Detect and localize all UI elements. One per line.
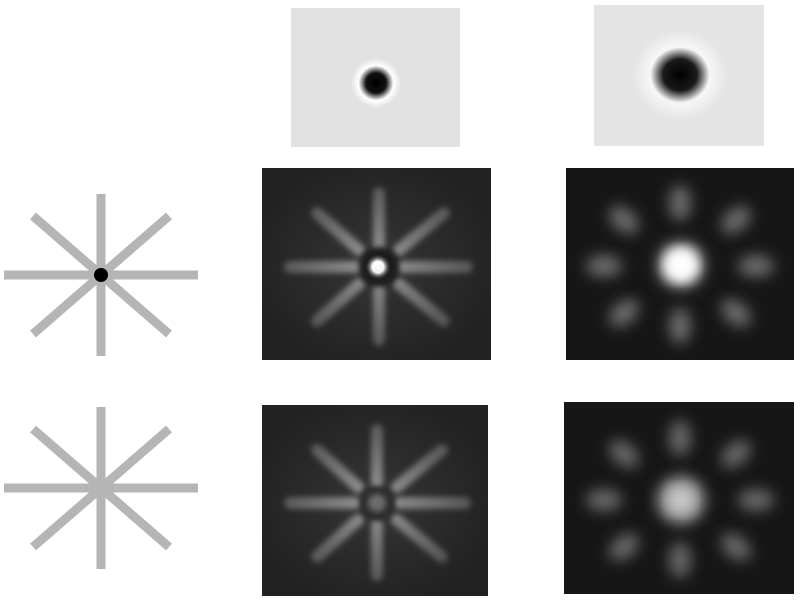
kernel-center-dot bbox=[351, 58, 401, 108]
small-kernel-panel bbox=[291, 8, 460, 147]
response-image-2 bbox=[566, 168, 794, 360]
response-large-kernel-dark-center bbox=[566, 168, 794, 360]
blur-lobe bbox=[669, 185, 691, 221]
star-dark-center-image bbox=[0, 190, 205, 360]
small-kernel-image bbox=[291, 8, 460, 147]
kernel-center-blob bbox=[632, 30, 728, 120]
blur-lobe bbox=[669, 308, 691, 344]
input-star-dark-center bbox=[0, 190, 205, 360]
center-dot bbox=[94, 268, 108, 282]
mid-core bbox=[669, 488, 693, 512]
response-image-4 bbox=[564, 402, 794, 594]
response-large-kernel-plain bbox=[564, 402, 794, 594]
star-plain-image bbox=[0, 403, 205, 573]
blur-lobe bbox=[738, 489, 774, 511]
response-small-kernel-dark-center bbox=[262, 168, 491, 360]
response-small-kernel-plain bbox=[262, 405, 488, 596]
blur-lobe bbox=[669, 542, 691, 578]
large-kernel-panel bbox=[594, 5, 764, 146]
blur-lobe bbox=[586, 489, 622, 511]
response-image-3 bbox=[262, 405, 488, 596]
large-kernel-image bbox=[594, 5, 764, 146]
response-image-1 bbox=[262, 168, 491, 360]
input-star-plain bbox=[0, 403, 205, 573]
blur-lobe bbox=[669, 420, 691, 456]
bright-core bbox=[667, 251, 695, 279]
blur-lobe bbox=[738, 255, 774, 277]
blur-lobe bbox=[586, 255, 622, 277]
